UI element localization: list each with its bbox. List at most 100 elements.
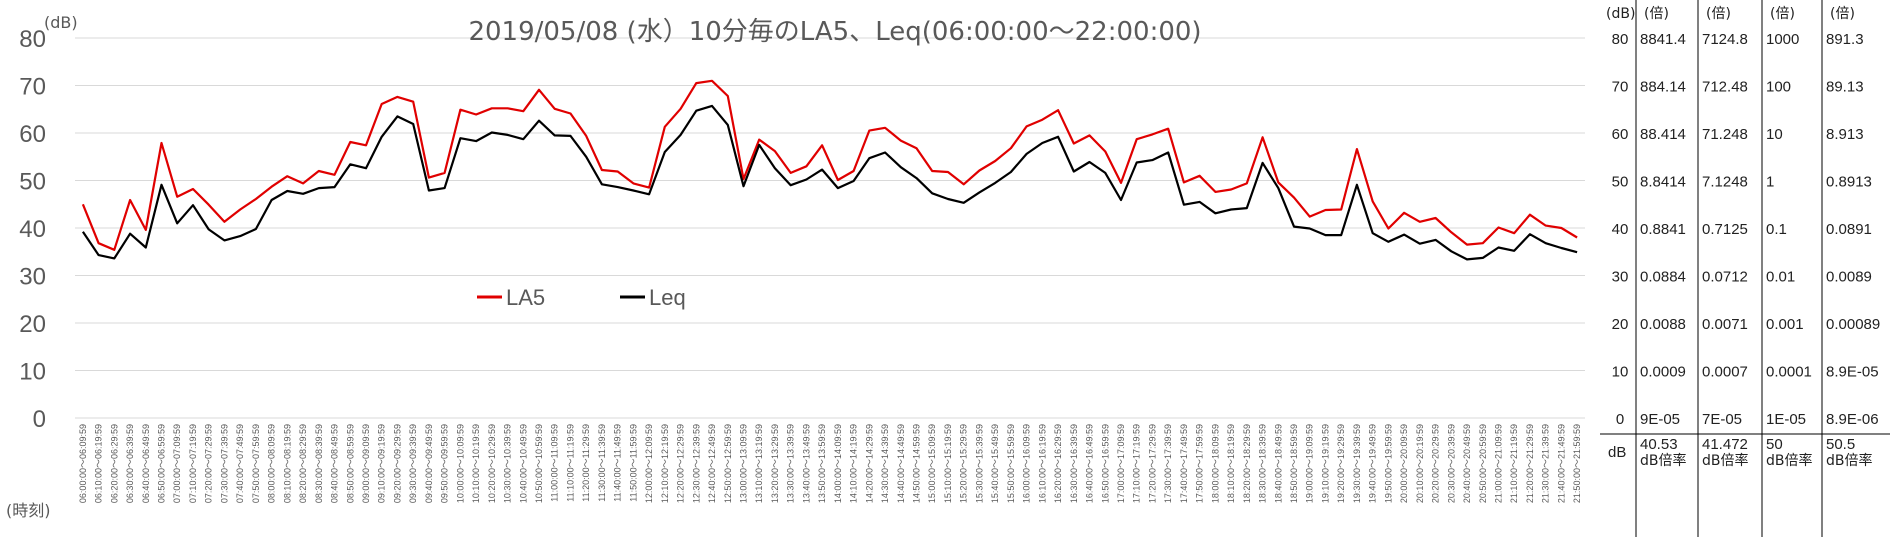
table-db-value: 40.53: [1640, 436, 1678, 453]
table-cell: 0.0712: [1702, 269, 1748, 286]
table-db-label: dB倍率: [1826, 452, 1873, 469]
x-tick-label: 15:50:00～15:59:59: [1006, 424, 1016, 503]
x-tick-label: 12:10:00～12:19:59: [660, 424, 670, 503]
right-tick-label: 20: [1612, 316, 1629, 333]
x-tick-label: 17:40:00～17:49:59: [1179, 424, 1189, 503]
x-tick-label: 07:40:00～07:49:59: [235, 424, 245, 503]
x-tick-label: 17:30:00～17:39:59: [1163, 424, 1173, 503]
x-tick-label: 18:10:00～18:19:59: [1226, 424, 1236, 503]
x-tick-label: 10:30:00～10:39:59: [503, 424, 513, 503]
x-tick-label: 13:30:00～13:39:59: [786, 424, 796, 503]
x-tick-label: 10:00:00～10:09:59: [455, 424, 465, 503]
x-tick-label: 13:50:00～13:59:59: [817, 424, 827, 503]
x-tick-label: 16:00:00～16:09:59: [1022, 424, 1032, 503]
x-tick-label: 17:50:00～17:59:59: [1195, 424, 1205, 503]
table-db-label: dB倍率: [1766, 452, 1813, 469]
x-tick-label: 08:40:00～08:49:59: [330, 424, 340, 503]
x-tick-label: 19:50:00～19:59:59: [1383, 424, 1393, 503]
table-cell: 10: [1766, 126, 1783, 143]
x-tick-label: 14:40:00～14:49:59: [896, 424, 906, 503]
table-cell: 1: [1766, 174, 1774, 191]
x-tick-label: 07:20:00～07:29:59: [204, 424, 214, 503]
x-tick-label: 12:20:00～12:29:59: [676, 424, 686, 503]
x-tick-label: 18:40:00～18:49:59: [1273, 424, 1283, 503]
table-db-label: dB倍率: [1640, 452, 1687, 469]
x-tick-label: 08:50:00～08:59:59: [345, 424, 355, 503]
x-tick-label: 09:10:00～09:19:59: [377, 424, 387, 503]
x-tick-label: 08:00:00～08:09:59: [267, 424, 277, 503]
legend-la5-label: LA5: [506, 285, 545, 310]
x-tick-label: 10:40:00～10:49:59: [518, 424, 528, 503]
table-cell: 71.248: [1702, 126, 1748, 143]
series-line-leq: [81, 104, 1578, 261]
x-tick-label: 11:50:00～11:59:59: [628, 424, 638, 502]
right-tick-label: 10: [1612, 364, 1629, 381]
table-footer-unit: dB: [1608, 444, 1626, 461]
table-cell: 7124.8: [1702, 31, 1748, 48]
right-axis-unit: (dB): [1606, 6, 1635, 22]
table-cell: 891.3: [1826, 31, 1864, 48]
x-tick-label: 19:00:00～19:09:59: [1305, 424, 1315, 503]
chart-title: 2019/05/08 (水）10分毎のLA5、Leq(06:00:00～22:0…: [468, 17, 1201, 47]
y-tick-label: 80: [19, 26, 46, 53]
y-tick-label: 30: [19, 264, 46, 291]
x-tick-label: 14:00:00～14:09:59: [833, 424, 843, 503]
x-tick-label: 21:40:00～21:49:59: [1556, 424, 1566, 503]
table-cell: 1000: [1766, 31, 1799, 48]
x-tick-label: 10:50:00～10:59:59: [534, 424, 544, 503]
x-tick-label: 10:20:00～10:29:59: [487, 424, 497, 503]
x-tick-label: 21:20:00～21:29:59: [1525, 424, 1535, 503]
x-tick-label: 15:20:00～15:29:59: [959, 424, 969, 503]
x-tick-label: 21:00:00～21:09:59: [1493, 424, 1503, 503]
x-tick-label: 21:50:00～21:59:59: [1572, 424, 1582, 503]
y-tick-label: 40: [19, 216, 46, 243]
x-tick-label: 17:10:00～17:19:59: [1132, 424, 1142, 503]
x-tick-label: 16:20:00～16:29:59: [1053, 424, 1063, 503]
right-tick-label: 80: [1612, 31, 1629, 48]
right-tick-label: 50: [1612, 174, 1629, 191]
x-tick-label: 20:00:00～20:09:59: [1399, 424, 1409, 503]
x-tick-label: 17:20:00～17:29:59: [1147, 424, 1157, 503]
x-tick-label: 12:00:00～12:09:59: [644, 424, 654, 503]
x-tick-label: 07:10:00～07:19:59: [188, 424, 198, 503]
x-tick-label: 13:20:00～13:29:59: [770, 424, 780, 503]
x-tick-label: 08:30:00～08:39:59: [314, 424, 324, 503]
table-cell: 0.001: [1766, 316, 1804, 333]
x-tick-label: 18:00:00～18:09:59: [1210, 424, 1220, 503]
table-cell: 89.13: [1826, 79, 1864, 96]
right-dB-axis: (dB) dB 80 70 60 50 40 30 20 10 0: [1606, 6, 1635, 461]
x-tick-label: 11:30:00～11:39:59: [597, 424, 607, 502]
x-tick-label: 17:00:00～17:09:59: [1116, 424, 1126, 503]
table-cell: 1E-05: [1766, 411, 1806, 428]
legend: LA5 Leq: [477, 285, 686, 310]
y-tick-label: 0: [33, 406, 46, 433]
series-line-la5: [81, 79, 1578, 251]
legend-leq-label: Leq: [649, 285, 686, 310]
table-cell: 8.913: [1826, 126, 1864, 143]
right-tick-label: 40: [1612, 221, 1629, 238]
x-tick-label: 09:00:00～09:09:59: [361, 424, 371, 503]
table-cell: 0.1: [1766, 221, 1787, 238]
table-cell: 0.0884: [1640, 269, 1686, 286]
x-tick-label: 18:30:00～18:39:59: [1258, 424, 1268, 503]
x-tick-label: 14:20:00～14:29:59: [864, 424, 874, 503]
x-axis-label: (時刻): [6, 501, 51, 520]
right-tick-label: 70: [1612, 79, 1629, 96]
x-tick-label: 15:00:00～15:09:59: [927, 424, 937, 503]
table-cell: 8841.4: [1640, 31, 1686, 48]
table-cell: 0.0891: [1826, 221, 1872, 238]
table-cell: 88.414: [1640, 126, 1686, 143]
table-cell: 0.01: [1766, 269, 1795, 286]
x-tick-label: 13:00:00～13:09:59: [738, 424, 748, 503]
table-cell: 7.1248: [1702, 174, 1748, 191]
ratio-table: (倍) 8841.4 884.14 88.414 8.8414 0.8841 0.0884 0…: [1600, 0, 1890, 537]
x-tick-label: 14:50:00～14:59:59: [912, 424, 922, 503]
x-tick-label: 19:20:00～19:29:59: [1336, 424, 1346, 503]
left-y-axis: 0 10 20 30 40 50 60 70 80: [19, 26, 46, 433]
x-tick-label: 20:30:00～20:39:59: [1446, 424, 1456, 503]
table-db-label: dB倍率: [1702, 452, 1749, 469]
y-tick-label: 20: [19, 311, 46, 338]
table-cell: 7E-05: [1702, 411, 1742, 428]
x-tick-label: 21:10:00～21:19:59: [1509, 424, 1519, 503]
